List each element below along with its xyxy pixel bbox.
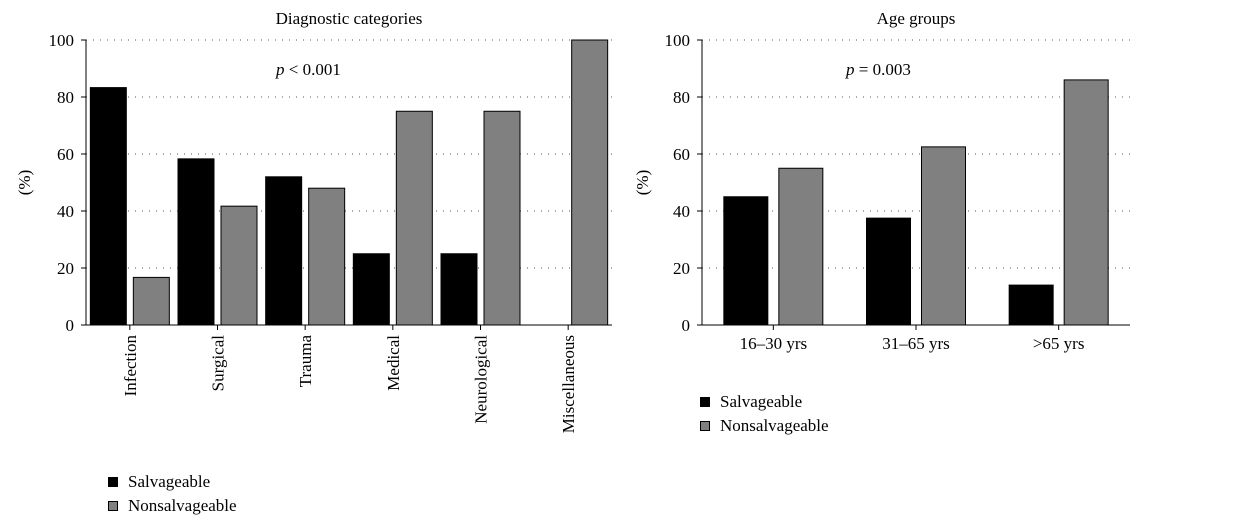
x-tick-label-age: 16–30 yrs bbox=[740, 334, 808, 353]
legend-label-salvageable: Salvageable bbox=[720, 392, 803, 411]
y-tick-label-age: 20 bbox=[673, 259, 690, 278]
bar-diagnostic-salvageable-infection bbox=[89, 87, 127, 326]
x-tick-label-diagnostic: Infection bbox=[121, 335, 140, 397]
legend-item-nonsalvageable: Nonsalvageable bbox=[108, 494, 237, 518]
bar-age-nonsalvageable--65-yrs bbox=[1063, 79, 1109, 326]
y-tick-label-diagnostic: 80 bbox=[57, 88, 74, 107]
p-value-annotation-age: p = 0.003 bbox=[845, 60, 911, 79]
y-axis-label-age: (%) bbox=[633, 170, 652, 195]
x-tick-label-diagnostic: Surgical bbox=[209, 335, 228, 392]
chart-title-diagnostic: Diagnostic categories bbox=[276, 9, 423, 28]
legend-diagnostic: Salvageable Nonsalvageable bbox=[108, 470, 237, 518]
bar-diagnostic-nonsalvageable-neurological bbox=[483, 110, 521, 326]
legend-swatch-nonsalvageable bbox=[700, 421, 710, 431]
legend-label-nonsalvageable: Nonsalvageable bbox=[720, 416, 829, 435]
bar-age-salvageable-16-30-yrs bbox=[723, 196, 769, 326]
legend-age: Salvageable Nonsalvageable bbox=[700, 390, 829, 438]
legend-label-salvageable: Salvageable bbox=[128, 472, 211, 491]
legend-swatch-salvageable bbox=[700, 397, 710, 407]
y-tick-label-diagnostic: 40 bbox=[57, 202, 74, 221]
x-tick-label-diagnostic: Miscellaneous bbox=[559, 335, 578, 433]
y-tick-label-age: 100 bbox=[665, 31, 691, 50]
legend-swatch-salvageable bbox=[108, 477, 118, 487]
legend-item-nonsalvageable: Nonsalvageable bbox=[700, 414, 829, 438]
x-tick-label-diagnostic: Neurological bbox=[472, 335, 491, 424]
y-axis-label-diagnostic: (%) bbox=[15, 170, 34, 195]
legend-swatch-nonsalvageable bbox=[108, 501, 118, 511]
bar-age-nonsalvageable-16-30-yrs bbox=[778, 167, 824, 326]
legend-item-salvageable: Salvageable bbox=[108, 470, 237, 494]
bar-diagnostic-salvageable-medical bbox=[352, 253, 390, 326]
x-tick-label-diagnostic: Medical bbox=[384, 335, 403, 391]
y-tick-label-diagnostic: 100 bbox=[49, 31, 75, 50]
bar-age-salvageable--65-yrs bbox=[1008, 284, 1054, 326]
charts-canvas: Diagnostic categories 0 20 40 60 80 100 (%) p < … bbox=[15, 9, 1130, 433]
y-tick-label-age: 40 bbox=[673, 202, 690, 221]
y-tick-label-diagnostic: 20 bbox=[57, 259, 74, 278]
bar-diagnostic-nonsalvageable-trauma bbox=[308, 187, 346, 326]
y-tick-label-diagnostic: 0 bbox=[66, 316, 75, 335]
bar-age-salvageable-31-65-yrs bbox=[866, 217, 911, 326]
bar-diagnostic-nonsalvageable-medical bbox=[395, 110, 433, 326]
x-tick-label-age: >65 yrs bbox=[1033, 334, 1085, 353]
bar-age-nonsalvageable-31-65-yrs bbox=[921, 146, 966, 326]
bar-diagnostic-salvageable-neurological bbox=[440, 253, 478, 326]
p-value-annotation-diagnostic: p < 0.001 bbox=[275, 60, 341, 79]
bar-diagnostic-salvageable-surgical bbox=[177, 158, 215, 326]
legend-item-salvageable: Salvageable bbox=[700, 390, 829, 414]
bar-diagnostic-nonsalvageable-surgical bbox=[220, 205, 258, 326]
bar-diagnostic-nonsalvageable-infection bbox=[132, 276, 170, 326]
y-tick-label-age: 60 bbox=[673, 145, 690, 164]
chart-title-age: Age groups bbox=[877, 9, 956, 28]
y-tick-label-age: 0 bbox=[682, 316, 691, 335]
x-tick-label-diagnostic: Trauma bbox=[296, 335, 315, 388]
legend-label-nonsalvageable: Nonsalvageable bbox=[128, 496, 237, 515]
x-tick-label-age: 31–65 yrs bbox=[882, 334, 950, 353]
bar-diagnostic-nonsalvageable-miscellaneous bbox=[571, 39, 609, 326]
y-tick-label-diagnostic: 60 bbox=[57, 145, 74, 164]
bar-diagnostic-salvageable-trauma bbox=[265, 176, 303, 326]
y-tick-label-age: 80 bbox=[673, 88, 690, 107]
